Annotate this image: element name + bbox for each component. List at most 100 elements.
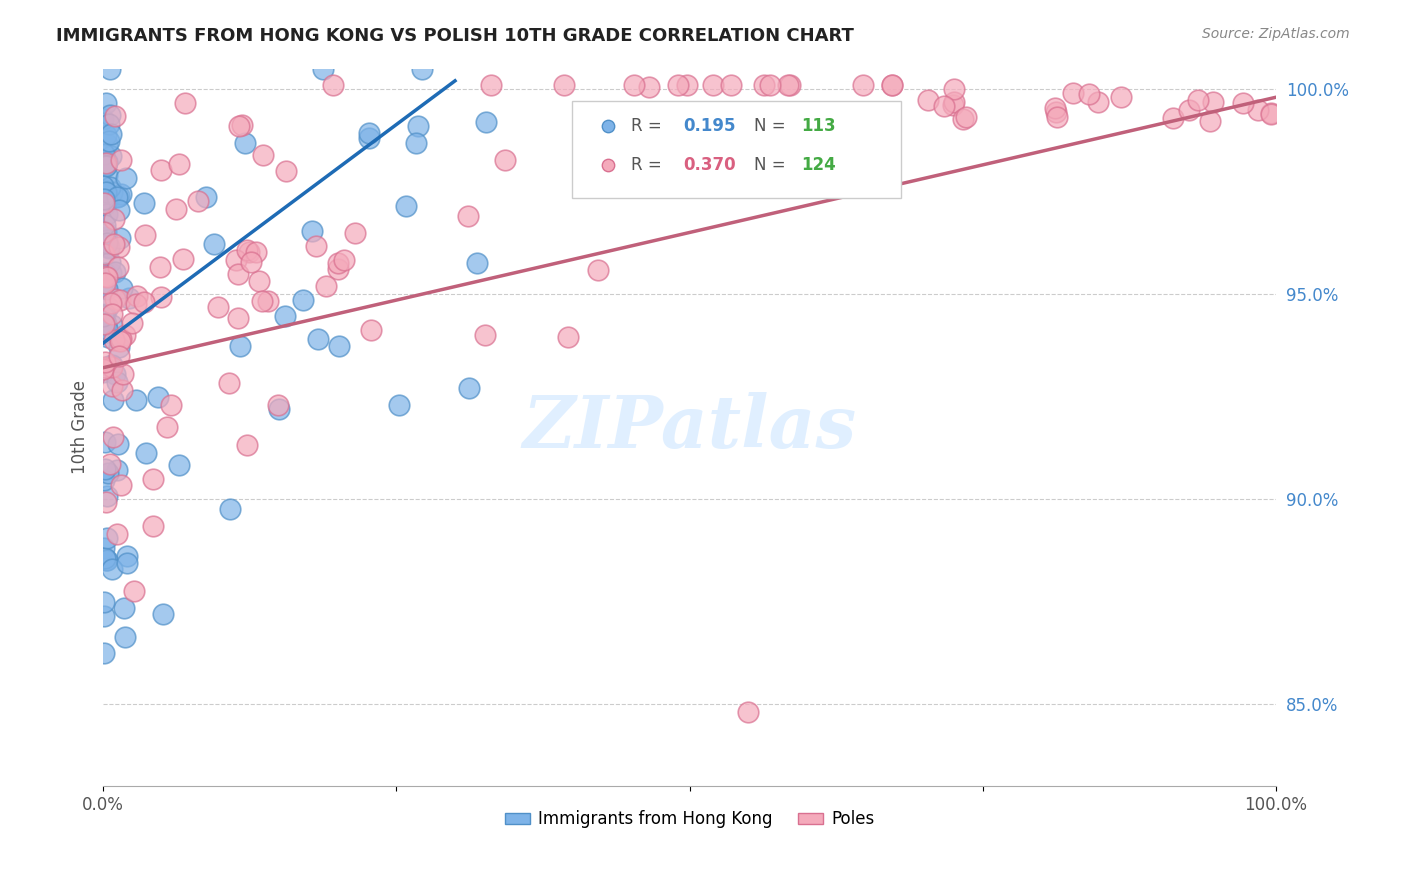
Poles [149, 260, 172, 275]
Poles [250, 293, 273, 308]
Immigrants from Hong Kong [98, 134, 121, 148]
Immigrants from Hong Kong [94, 128, 117, 142]
Immigrants from Hong Kong [117, 557, 139, 571]
Poles [93, 361, 115, 376]
Immigrants from Hong Kong [93, 595, 115, 609]
Immigrants from Hong Kong [94, 435, 117, 450]
Poles [94, 276, 117, 290]
Poles [1161, 111, 1184, 125]
Immigrants from Hong Kong [107, 436, 129, 450]
Poles [1260, 107, 1282, 121]
Immigrants from Hong Kong [110, 187, 132, 202]
Immigrants from Hong Kong [114, 171, 136, 186]
Poles [226, 310, 249, 325]
Immigrants from Hong Kong [100, 266, 122, 280]
Immigrants from Hong Kong [93, 308, 115, 322]
Immigrants from Hong Kong [97, 117, 120, 131]
Immigrants from Hong Kong [96, 185, 118, 199]
Immigrants from Hong Kong [104, 368, 127, 382]
Poles [107, 240, 129, 254]
Poles [96, 270, 118, 285]
Immigrants from Hong Kong [101, 562, 124, 576]
Immigrants from Hong Kong [202, 236, 225, 251]
Immigrants from Hong Kong [98, 180, 121, 194]
Immigrants from Hong Kong [97, 359, 120, 373]
Poles [93, 359, 115, 374]
Poles [955, 110, 977, 124]
Immigrants from Hong Kong [97, 330, 120, 344]
Poles [553, 78, 575, 92]
Poles [779, 78, 801, 92]
Poles [479, 78, 502, 92]
Poles [666, 78, 689, 92]
Poles [122, 583, 145, 598]
Immigrants from Hong Kong [93, 307, 115, 321]
Poles [778, 78, 800, 92]
Poles [110, 153, 132, 167]
Immigrants from Hong Kong [411, 62, 433, 77]
Poles [238, 244, 260, 259]
Immigrants from Hong Kong [267, 402, 290, 417]
Immigrants from Hong Kong [91, 309, 114, 323]
Immigrants from Hong Kong [93, 234, 115, 248]
Poles [127, 289, 149, 303]
Immigrants from Hong Kong [97, 240, 120, 254]
Text: N =: N = [754, 117, 792, 135]
Poles [1260, 106, 1282, 120]
Poles [759, 78, 782, 92]
Poles [93, 196, 115, 211]
Immigrants from Hong Kong [93, 474, 115, 488]
Immigrants from Hong Kong [94, 281, 117, 295]
Poles [174, 96, 197, 111]
Poles [1045, 104, 1067, 119]
Immigrants from Hong Kong [93, 198, 115, 212]
Poles [586, 263, 609, 277]
Immigrants from Hong Kong [96, 235, 118, 250]
Immigrants from Hong Kong [108, 202, 131, 217]
Text: 0.370: 0.370 [683, 156, 737, 174]
Immigrants from Hong Kong [97, 467, 120, 481]
Immigrants from Hong Kong [93, 179, 115, 194]
Poles [305, 239, 328, 253]
Poles [256, 294, 278, 309]
Poles [252, 147, 274, 161]
Immigrants from Hong Kong [357, 126, 380, 140]
Immigrants from Hong Kong [93, 183, 115, 197]
Poles [107, 260, 129, 275]
Immigrants from Hong Kong [93, 462, 115, 476]
Immigrants from Hong Kong [98, 240, 121, 254]
Immigrants from Hong Kong [97, 241, 120, 255]
Legend: Immigrants from Hong Kong, Poles: Immigrants from Hong Kong, Poles [498, 804, 882, 835]
Poles [333, 253, 356, 268]
Immigrants from Hong Kong [94, 219, 117, 233]
Poles [98, 458, 121, 472]
Poles [942, 98, 965, 112]
Poles [841, 109, 863, 123]
Poles [142, 472, 165, 486]
Poles [702, 78, 724, 92]
Immigrants from Hong Kong [93, 609, 115, 624]
Immigrants from Hong Kong [93, 146, 115, 161]
Immigrants from Hong Kong [135, 446, 157, 460]
Immigrants from Hong Kong [132, 195, 155, 210]
Poles [322, 78, 344, 92]
Poles [326, 256, 349, 270]
Immigrants from Hong Kong [94, 159, 117, 173]
Immigrants from Hong Kong [195, 190, 218, 204]
Immigrants from Hong Kong [301, 224, 323, 238]
Poles [245, 244, 267, 259]
Poles [1178, 103, 1201, 117]
Immigrants from Hong Kong [105, 190, 128, 204]
Text: ZIPatlas: ZIPatlas [523, 392, 856, 463]
Poles [156, 419, 179, 434]
Immigrants from Hong Kong [100, 62, 122, 76]
Immigrants from Hong Kong [94, 318, 117, 332]
Poles [114, 327, 136, 342]
Immigrants from Hong Kong [98, 255, 121, 269]
Poles [96, 156, 118, 170]
Poles [101, 379, 124, 393]
Immigrants from Hong Kong [114, 630, 136, 644]
Poles [100, 295, 122, 310]
Poles [942, 82, 965, 96]
Text: R =: R = [631, 156, 666, 174]
